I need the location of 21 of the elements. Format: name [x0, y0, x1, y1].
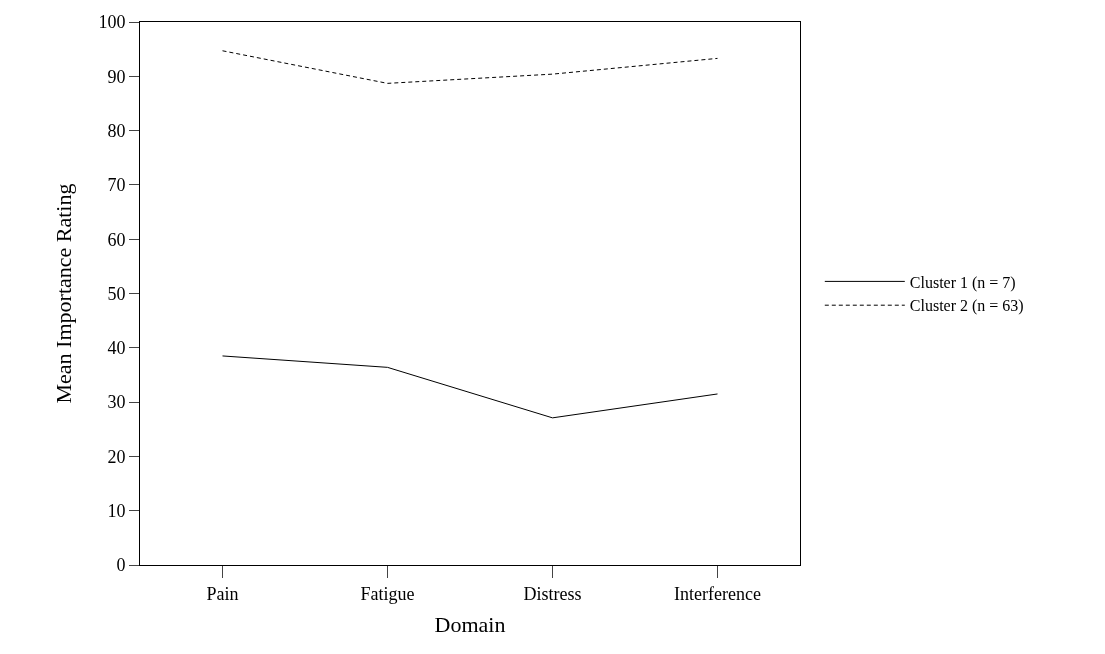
y-tick-label: 10 [107, 501, 126, 521]
y-tick-label: 60 [107, 229, 126, 250]
y-tick-label: 70 [107, 175, 126, 196]
y-axis-title: Mean Importance Rating [51, 183, 77, 404]
legend-label: Cluster 1 (n = 7) [909, 273, 1016, 292]
x-tick-label: Distress [523, 583, 582, 604]
y-tick-label: 50 [107, 283, 126, 304]
x-tick-label: Pain [206, 583, 239, 604]
x-tick-label: Interference [674, 583, 761, 604]
y-tick-label: 100 [98, 12, 126, 33]
y-tick-label: 0 [116, 555, 126, 576]
legend-label: Cluster 2 (n = 63) [909, 297, 1024, 316]
line-series [222, 355, 718, 419]
y-tick-label: 90 [107, 66, 126, 87]
line-series [222, 50, 718, 84]
y-tick-label: 80 [107, 120, 126, 141]
x-tick-label: Fatigue [360, 583, 415, 604]
x-axis-title: Domain [434, 612, 506, 638]
y-tick-label: 40 [107, 338, 126, 359]
y-tick-label: 20 [107, 446, 126, 467]
y-tick-label: 30 [107, 392, 126, 413]
